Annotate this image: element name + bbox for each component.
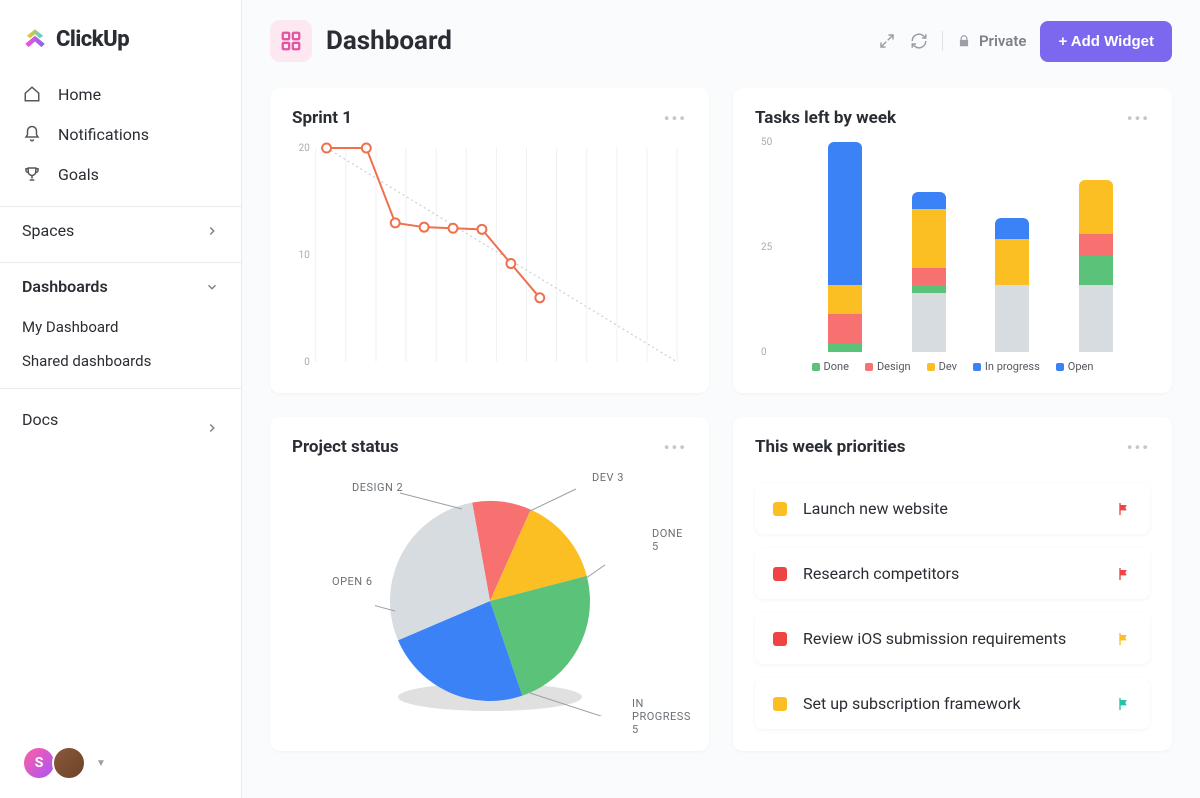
project-status-pie-chart: DESIGN 2DEV 3DONE 5IN PROGRESS 5OPEN 6	[292, 471, 687, 731]
status-box-icon	[773, 567, 787, 581]
visibility-private[interactable]: Private	[957, 32, 1027, 50]
bar-column	[995, 218, 1029, 352]
card-title: Tasks left by week	[755, 108, 896, 128]
section-label: Spaces	[22, 221, 74, 240]
sidebar-item-label: Home	[58, 85, 101, 104]
priority-text: Research competitors	[803, 564, 1100, 583]
card-title: Sprint 1	[292, 108, 352, 128]
card-title: This week priorities	[755, 437, 905, 457]
section-label: Docs	[22, 410, 58, 429]
caret-down-icon: ▼	[96, 758, 106, 769]
refresh-icon[interactable]	[910, 32, 928, 50]
priority-text: Set up subscription framework	[803, 694, 1100, 713]
priority-item[interactable]: Set up subscription framework	[755, 678, 1150, 729]
add-widget-button[interactable]: + Add Widget	[1040, 21, 1172, 62]
sidebar-section-docs[interactable]: Docs	[0, 389, 241, 449]
sidebar-item-notifications[interactable]: Notifications	[0, 114, 241, 154]
sidebar-item-home[interactable]: Home	[0, 74, 241, 114]
sidebar-item-label: Goals	[58, 165, 99, 184]
sidebar-item-my-dashboard[interactable]: My Dashboard	[0, 310, 241, 344]
topbar: Dashboard Private + Add Widget	[242, 0, 1200, 82]
svg-text:10: 10	[299, 250, 311, 261]
flag-icon	[1116, 566, 1132, 582]
card-tasks-left: Tasks left by week ••• 02550 DoneDesignD…	[733, 88, 1172, 393]
pie-slice-label: OPEN 6	[332, 575, 373, 588]
page-title: Dashboard	[326, 26, 452, 56]
flag-icon	[1116, 696, 1132, 712]
priority-item[interactable]: Review iOS submission requirements	[755, 613, 1150, 664]
svg-text:0: 0	[304, 357, 310, 368]
avatar: S	[22, 746, 56, 780]
status-box-icon	[773, 502, 787, 516]
chart-legend: DoneDesignDevIn progressOpen	[755, 360, 1150, 373]
card-title: Project status	[292, 437, 399, 457]
priority-text: Launch new website	[803, 499, 1100, 518]
clickup-logo-icon	[22, 26, 48, 52]
card-priorities: This week priorities ••• Launch new webs…	[733, 417, 1172, 751]
home-icon	[22, 84, 42, 104]
chevron-right-icon	[205, 224, 219, 238]
pie-slice-label: DONE 5	[652, 527, 687, 553]
more-icon[interactable]: •••	[664, 109, 687, 128]
main-content: Dashboard Private + Add Widget Sprint 1 …	[242, 0, 1200, 798]
user-avatars[interactable]: S ▼	[22, 746, 106, 780]
more-icon[interactable]: •••	[1127, 438, 1150, 457]
status-box-icon	[773, 632, 787, 646]
pie-slice-label: DESIGN 2	[352, 481, 403, 494]
bar-column	[828, 142, 862, 352]
bar-column	[912, 192, 946, 352]
priority-item[interactable]: Research competitors	[755, 548, 1150, 599]
sidebar-section-dashboards[interactable]: Dashboards	[0, 263, 241, 310]
pie-slice-label: DEV 3	[592, 471, 624, 484]
sidebar-item-shared-dashboards[interactable]: Shared dashboards	[0, 344, 241, 378]
svg-text:20: 20	[299, 143, 311, 154]
bar-column	[1079, 180, 1113, 352]
private-label: Private	[979, 32, 1027, 50]
avatar	[52, 746, 86, 780]
more-icon[interactable]: •••	[1127, 109, 1150, 128]
expand-icon[interactable]	[878, 32, 896, 50]
priority-item[interactable]: Launch new website	[755, 483, 1150, 534]
priority-list: Launch new website Research competitors …	[755, 471, 1150, 729]
sidebar-item-goals[interactable]: Goals	[0, 154, 241, 194]
more-icon[interactable]: •••	[664, 438, 687, 457]
dashboard-icon	[270, 20, 312, 62]
card-sprint: Sprint 1 ••• 0 10 20	[270, 88, 709, 393]
card-project-status: Project status ••• DESIGN 2 DEV 3 DONE 5 IN…	[270, 417, 709, 751]
status-box-icon	[773, 697, 787, 711]
chevron-down-icon	[205, 280, 219, 294]
bell-icon	[22, 124, 42, 144]
sidebar-section-spaces[interactable]: Spaces	[0, 207, 241, 254]
trophy-icon	[22, 164, 42, 184]
chevron-right-icon	[205, 421, 219, 435]
flag-icon	[1116, 501, 1132, 517]
section-label: Dashboards	[22, 277, 108, 296]
brand-name: ClickUp	[56, 27, 129, 52]
sidebar-item-label: Notifications	[58, 125, 149, 144]
sidebar: ClickUp Home Notifications Goals Spaces …	[0, 0, 242, 798]
flag-icon	[1116, 631, 1132, 647]
tasks-stacked-bar-chart: 02550	[755, 142, 1150, 352]
priority-text: Review iOS submission requirements	[803, 629, 1100, 648]
pie-slice-label: IN PROGRESS 5	[632, 697, 691, 736]
brand-logo[interactable]: ClickUp	[0, 0, 241, 70]
lock-icon	[957, 34, 971, 48]
sprint-burndown-chart: 0 10 20	[292, 142, 687, 372]
